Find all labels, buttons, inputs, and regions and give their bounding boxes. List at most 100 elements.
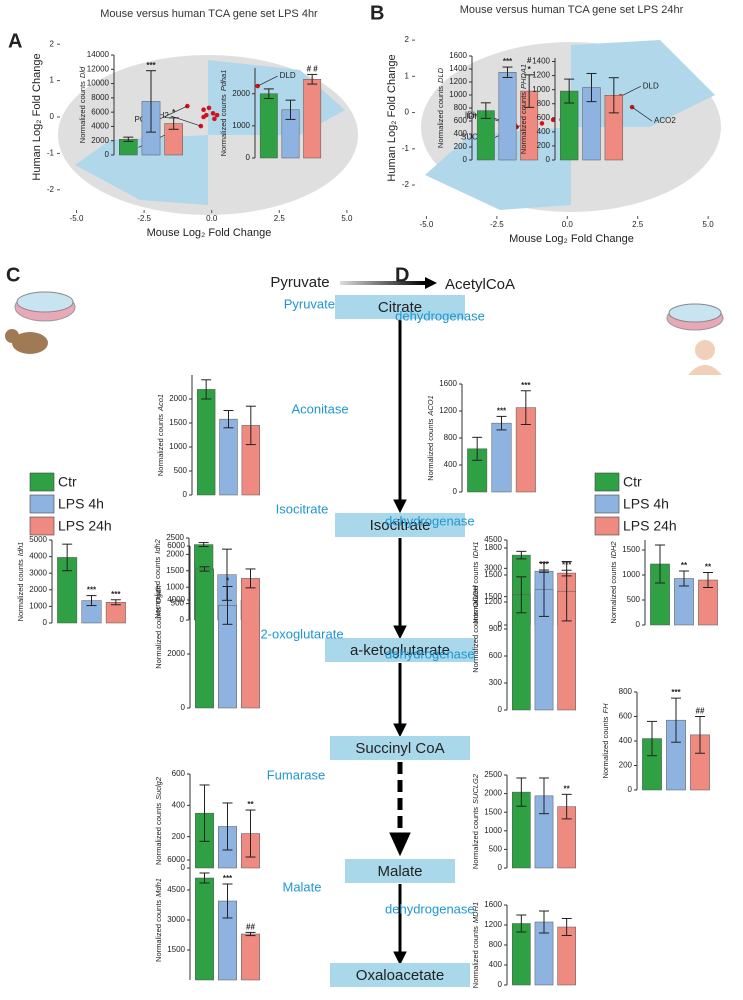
legend-swatch — [594, 494, 620, 514]
y-axis-label-text: Normalized counts — [154, 803, 163, 865]
y-tick-label: 1200 — [449, 77, 467, 86]
bar — [303, 79, 322, 159]
legend-label: LPS 4h — [623, 496, 669, 512]
y-axis-label-text: Normalized counts — [519, 92, 528, 154]
y-tick-label: 0 — [498, 863, 503, 872]
y-tick-label: 1000 — [622, 570, 640, 579]
y-tick-label: 600 — [489, 651, 503, 660]
y-tick-label: 200 — [172, 832, 186, 841]
y-tick-label: 600 — [454, 116, 468, 125]
y-tick-label: 400 — [444, 460, 458, 469]
y-tick-label: 14000 — [87, 50, 110, 59]
y-tick-label: 2000 — [91, 136, 109, 145]
leader-line — [257, 75, 278, 87]
y-axis-label-text: Normalized counts — [471, 610, 480, 672]
gene-name: ACO1 — [426, 395, 435, 416]
error-bar — [201, 379, 212, 400]
enzyme: dehydrogenase — [385, 646, 475, 661]
error-bar — [679, 570, 689, 587]
panel-label: B — [370, 2, 384, 24]
error-bar — [222, 802, 233, 851]
y-axis-label: Normalized counts Ogdh — [154, 585, 163, 668]
leader-line — [631, 106, 653, 122]
error-bar — [655, 544, 665, 584]
y-tick-label: 1000 — [484, 826, 502, 835]
y-tick-label: -1 — [402, 144, 410, 153]
y-tick-label: 400 — [454, 129, 468, 138]
bar — [219, 418, 238, 496]
y-tick-label: 200 — [619, 761, 633, 770]
error-bar — [516, 550, 527, 560]
legend-swatch — [29, 494, 55, 514]
bar — [512, 923, 531, 986]
gene-name: PHDA1 — [519, 64, 528, 89]
y-tick-label: 0 — [453, 487, 458, 496]
metabolite-box — [325, 638, 475, 662]
y-tick-label: 0 — [498, 980, 503, 989]
x-tick-label: 2.5 — [274, 214, 286, 223]
enzyme: dehydrogenase — [385, 513, 475, 528]
error-bar — [62, 543, 73, 572]
error-bar — [222, 883, 233, 919]
x-tick-label: -5.0 — [70, 214, 84, 223]
error-bar — [561, 561, 572, 622]
y-tick-label: 1200 — [532, 71, 550, 80]
pathway-arrow — [340, 277, 437, 966]
gene-name: DLD — [436, 67, 445, 83]
y-tick-label: 4000 — [167, 595, 185, 604]
enzyme: 2-oxoglutarate — [260, 626, 343, 641]
y-axis-label: Normalized counts IDH1 — [471, 541, 480, 623]
gene-name: Idh1 — [16, 542, 25, 557]
y-tick-label: 10000 — [87, 79, 110, 88]
significance: *** — [146, 61, 156, 70]
y-tick-label: 2000 — [167, 649, 185, 658]
legend-label: LPS 24h — [623, 518, 677, 534]
x-tick-label: 0.0 — [562, 220, 574, 229]
y-tick-label: 0 — [183, 490, 188, 499]
point — [550, 117, 556, 123]
y-tick-label: 4500 — [167, 885, 185, 894]
error-bar — [516, 576, 527, 614]
error-bar — [564, 78, 575, 104]
y-tick-label: 500 — [489, 845, 503, 854]
chart-title: Mouse versus human TCA gene set LPS 24hr — [460, 4, 684, 16]
significance: *** — [503, 57, 513, 66]
point — [206, 105, 212, 111]
error-bar — [123, 136, 134, 142]
y-tick-label: 1500 — [167, 945, 185, 954]
metabolite: Pyruvate — [270, 274, 329, 291]
y-tick-label: 0 — [181, 703, 186, 712]
gene-name: Idh2 — [153, 538, 162, 553]
error-bar — [472, 436, 483, 461]
y-axis-label: Normalized counts OGDH — [471, 585, 480, 673]
y-tick-label: 200 — [454, 142, 468, 151]
y-tick-label: -2 — [402, 180, 410, 189]
y-tick-label: 2 — [50, 39, 55, 48]
y-tick-label: 0 — [405, 108, 410, 117]
point — [629, 104, 635, 110]
gene-name: MDH1 — [471, 902, 480, 923]
legend-swatch — [29, 472, 55, 492]
bar — [491, 422, 512, 493]
y-tick-label: 2500 — [166, 533, 184, 542]
error-bar — [199, 872, 210, 884]
y-tick-label: 1800 — [484, 543, 502, 552]
y-tick-label: 1 — [50, 76, 55, 85]
y-axis-label: Normalized counts SUCLG2 — [471, 773, 480, 869]
error-bar — [561, 793, 572, 820]
metabolite-box — [335, 513, 465, 537]
significance: *** — [497, 407, 507, 416]
y-tick-label: 0 — [463, 155, 468, 164]
error-bar — [671, 697, 681, 743]
y-tick-label: 1000 — [166, 582, 184, 591]
error-bar — [561, 918, 572, 936]
metabolite: Succinyl CoA — [355, 740, 444, 757]
error-bar — [539, 910, 549, 934]
error-bar — [245, 405, 256, 446]
y-tick-label: 600 — [619, 712, 633, 721]
error-bar — [263, 88, 274, 100]
y-tick-label: 800 — [489, 940, 503, 949]
y-tick-label: 1000 — [532, 85, 550, 94]
bar — [105, 602, 126, 624]
y-axis-label-text: Normalized counts — [154, 606, 163, 668]
